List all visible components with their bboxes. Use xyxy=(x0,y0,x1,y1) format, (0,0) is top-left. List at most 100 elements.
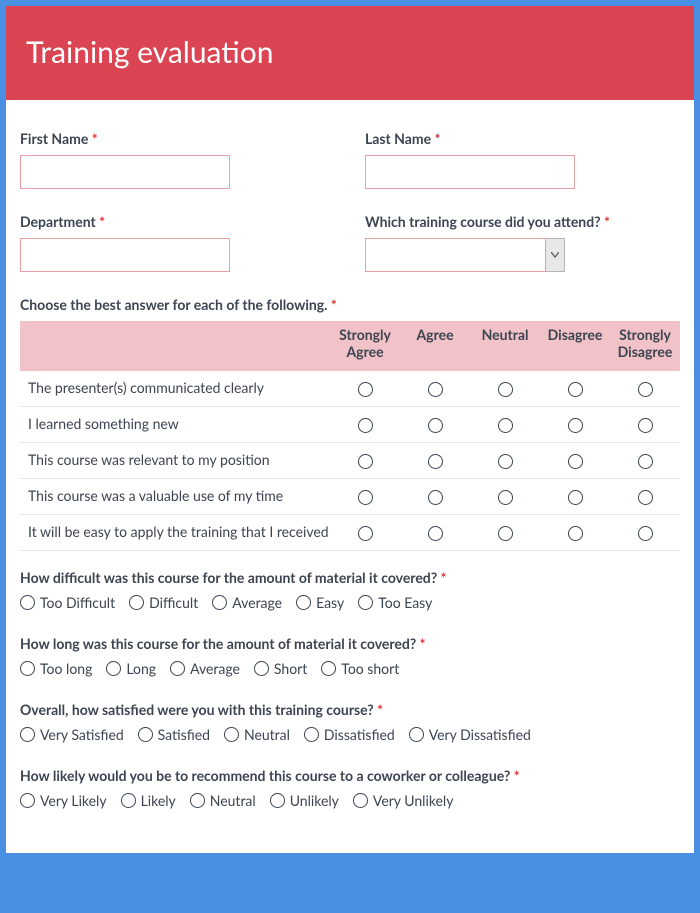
matrix-radio[interactable] xyxy=(428,490,443,505)
radio-option-label: Too short xyxy=(341,660,399,677)
matrix-radio[interactable] xyxy=(428,382,443,397)
radio-option[interactable]: Easy xyxy=(296,594,344,611)
field-course: Which training course did you attend? * xyxy=(365,213,680,272)
required-marker: * xyxy=(99,213,105,230)
required-marker: * xyxy=(441,569,447,586)
matrix-row: I learned something new xyxy=(20,407,680,443)
matrix-radio[interactable] xyxy=(568,454,583,469)
radio-option[interactable]: Very Likely xyxy=(20,792,107,809)
matrix-radio[interactable] xyxy=(428,454,443,469)
matrix-radio[interactable] xyxy=(358,418,373,433)
matrix-radio[interactable] xyxy=(638,418,653,433)
matrix-radio[interactable] xyxy=(638,526,653,541)
radio-icon[interactable] xyxy=(190,793,205,808)
radio-icon[interactable] xyxy=(170,661,185,676)
radio-option[interactable]: Difficult xyxy=(129,594,198,611)
required-marker: * xyxy=(420,635,426,652)
radio-option[interactable]: Too long xyxy=(20,660,92,677)
radio-icon[interactable] xyxy=(254,661,269,676)
matrix-radio[interactable] xyxy=(428,526,443,541)
radio-icon[interactable] xyxy=(321,661,336,676)
radio-icon[interactable] xyxy=(212,595,227,610)
matrix-row-label: The presenter(s) communicated clearly xyxy=(20,379,330,397)
first-name-input[interactable] xyxy=(20,155,230,189)
question-label-length: How long was this course for the amount … xyxy=(20,635,680,652)
radio-option[interactable]: Neutral xyxy=(224,726,290,743)
radio-icon[interactable] xyxy=(20,661,35,676)
radio-icon[interactable] xyxy=(304,727,319,742)
radio-option[interactable]: Short xyxy=(254,660,307,677)
radio-icon[interactable] xyxy=(353,793,368,808)
matrix-table: Strongly Agree Agree Neutral Disagree St… xyxy=(20,321,680,551)
radio-option[interactable]: Long xyxy=(106,660,156,677)
radio-option[interactable]: Too short xyxy=(321,660,399,677)
last-name-input[interactable] xyxy=(365,155,575,189)
radio-option[interactable]: Average xyxy=(212,594,282,611)
matrix-radio[interactable] xyxy=(358,526,373,541)
radio-icon[interactable] xyxy=(129,595,144,610)
radio-option-label: Difficult xyxy=(149,594,198,611)
required-marker: * xyxy=(434,130,440,147)
required-marker: * xyxy=(604,213,610,230)
matrix-radio[interactable] xyxy=(568,418,583,433)
radio-icon[interactable] xyxy=(270,793,285,808)
radio-option[interactable]: Average xyxy=(170,660,240,677)
radio-option[interactable]: Too Difficult xyxy=(20,594,115,611)
matrix-radio[interactable] xyxy=(568,382,583,397)
matrix-radio[interactable] xyxy=(638,490,653,505)
radio-option[interactable]: Very Dissatisfied xyxy=(409,726,531,743)
matrix-radio[interactable] xyxy=(358,490,373,505)
matrix-radio[interactable] xyxy=(358,382,373,397)
radio-icon[interactable] xyxy=(20,727,35,742)
radio-option-label: Too Difficult xyxy=(40,594,115,611)
matrix-row-label: This course was relevant to my position xyxy=(20,451,330,469)
radio-option[interactable]: Very Unlikely xyxy=(353,792,454,809)
matrix-radio[interactable] xyxy=(638,454,653,469)
radio-icon[interactable] xyxy=(20,595,35,610)
radio-option-label: Average xyxy=(232,594,282,611)
matrix-radio[interactable] xyxy=(568,490,583,505)
matrix-row: This course was relevant to my position xyxy=(20,443,680,479)
radio-option[interactable]: Likely xyxy=(121,792,176,809)
matrix-radio[interactable] xyxy=(638,382,653,397)
radio-icon[interactable] xyxy=(20,793,35,808)
matrix-radio[interactable] xyxy=(568,526,583,541)
matrix-radio[interactable] xyxy=(498,418,513,433)
required-marker: * xyxy=(92,130,98,147)
radio-option-label: Dissatisfied xyxy=(324,726,395,743)
question-label-difficulty: How difficult was this course for the am… xyxy=(20,569,680,586)
radio-option-label: Satisfied xyxy=(158,726,210,743)
matrix-radio[interactable] xyxy=(428,418,443,433)
required-marker: * xyxy=(331,296,337,313)
matrix-radio[interactable] xyxy=(358,454,373,469)
radio-icon[interactable] xyxy=(358,595,373,610)
radio-icon[interactable] xyxy=(224,727,239,742)
radio-group-satisfaction: Very Satisfied Satisfied Neutral Dissatisfi… xyxy=(20,726,680,743)
chevron-down-icon[interactable] xyxy=(545,238,565,272)
radio-option[interactable]: Unlikely xyxy=(270,792,339,809)
course-select-value[interactable] xyxy=(365,238,545,272)
matrix-radio[interactable] xyxy=(498,490,513,505)
matrix-col-header: Strongly Agree xyxy=(330,327,400,361)
matrix-label: Choose the best answer for each of the f… xyxy=(20,296,680,313)
radio-icon[interactable] xyxy=(138,727,153,742)
matrix-radio[interactable] xyxy=(498,454,513,469)
radio-option[interactable]: Dissatisfied xyxy=(304,726,395,743)
required-marker: * xyxy=(377,701,383,718)
matrix-radio[interactable] xyxy=(498,382,513,397)
matrix-row-label: This course was a valuable use of my tim… xyxy=(20,487,330,505)
radio-option[interactable]: Neutral xyxy=(190,792,256,809)
radio-option[interactable]: Very Satisfied xyxy=(20,726,124,743)
department-input[interactable] xyxy=(20,238,230,272)
radio-option-label: Very Dissatisfied xyxy=(429,726,531,743)
radio-option-label: Neutral xyxy=(244,726,290,743)
course-select[interactable] xyxy=(365,238,565,272)
radio-icon[interactable] xyxy=(409,727,424,742)
radio-option[interactable]: Too Easy xyxy=(358,594,432,611)
radio-icon[interactable] xyxy=(121,793,136,808)
radio-icon[interactable] xyxy=(106,661,121,676)
radio-icon[interactable] xyxy=(296,595,311,610)
matrix-radio[interactable] xyxy=(498,526,513,541)
radio-option[interactable]: Satisfied xyxy=(138,726,210,743)
field-last-name: Last Name * xyxy=(365,130,680,189)
